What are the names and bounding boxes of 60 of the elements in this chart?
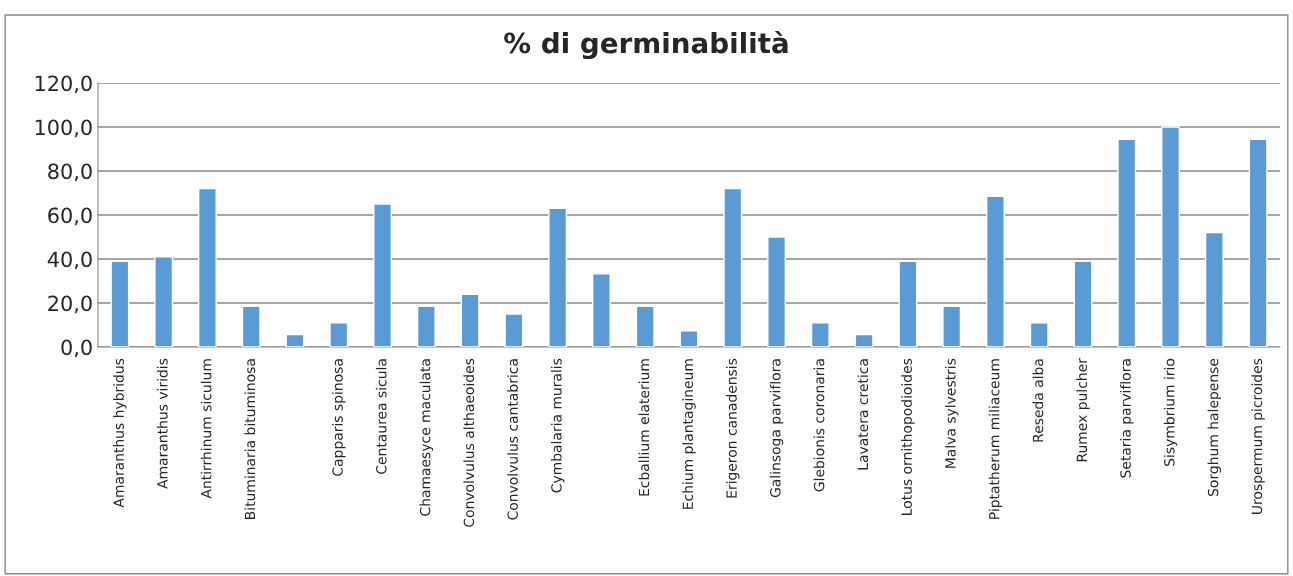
bar [329, 322, 349, 347]
bar [635, 305, 655, 347]
x-tick-label: Cymbalaria muralis [550, 358, 565, 493]
x-tick-label: Ecballium elaterium [638, 359, 650, 496]
x-tick-label: Amaranthus hybridus [113, 358, 127, 508]
bar [1204, 231, 1224, 347]
x-tick-label: Urospermum picroides [1251, 358, 1265, 514]
y-tick-label: 0,0 [61, 339, 92, 358]
bar [504, 313, 524, 347]
bar [679, 330, 699, 347]
bar [1073, 260, 1093, 347]
bar [460, 293, 480, 347]
x-tick-label: Chamaesyce maculata [419, 359, 434, 516]
x-tick-label: Setaria parviflora [1120, 359, 1134, 478]
x-tick-label: Galinsoga parviflora [769, 359, 784, 498]
bar [942, 305, 962, 347]
x-tick-label: Erigeron canadensis [726, 358, 740, 498]
bar [241, 305, 261, 347]
x-tick-label: Bituminaria bituminosa [244, 359, 256, 519]
bar [1161, 126, 1181, 347]
chart-title: % di germinabilità [504, 30, 788, 60]
x-tick-label: Sisymbrium irio [1163, 358, 1178, 466]
y-tick-label: 20,0 [48, 295, 92, 314]
bar [854, 333, 874, 347]
x-tick-label: Glebionis coronaria [813, 359, 825, 492]
y-tick-label: 100,0 [35, 119, 92, 138]
x-tick-label: Convolvulus cantabrica [507, 359, 518, 520]
bar [767, 236, 787, 347]
bar [110, 260, 130, 347]
bar [1117, 138, 1137, 347]
x-tick-label: Convolvulus althaeoides [463, 358, 475, 527]
bar [285, 333, 305, 347]
x-tick-label: Rumex pulcher [1076, 358, 1090, 462]
x-tick-label: Lavatera cretica [857, 359, 869, 470]
x-tick-label: Piptatherum miliaceum [988, 359, 1003, 519]
bar [1029, 322, 1049, 347]
bar [723, 187, 743, 347]
bar [416, 305, 436, 347]
x-tick-label: Malva sylvestris [944, 358, 959, 468]
y-tick-label: 40,0 [47, 251, 92, 270]
bar [591, 273, 611, 347]
x-tick-label: Antirrhinum siculum [200, 359, 212, 499]
y-tick-label: 80,0 [48, 163, 92, 182]
x-tick-label: Echium plantagineum [682, 359, 696, 509]
bar [373, 203, 393, 347]
x-tick-label: Lotus ornithopodioides [901, 358, 915, 515]
x-tick-label: Centaurea sicula [375, 359, 387, 474]
bar [898, 260, 918, 347]
y-tick-label: 120,0 [35, 75, 92, 94]
bar [985, 195, 1005, 347]
bar [154, 256, 174, 347]
bar [197, 187, 217, 347]
bar [1248, 138, 1268, 347]
x-tick-label: Capparis spinosa [332, 359, 346, 476]
y-tick-label: 60,0 [48, 207, 92, 226]
x-tick-label: Sorghum halepense [1207, 358, 1222, 497]
bar [548, 207, 568, 347]
x-tick-label: Amaranthus viridis [156, 358, 168, 489]
x-tick-label: Reseda alba [1032, 359, 1044, 442]
bar [810, 322, 830, 347]
